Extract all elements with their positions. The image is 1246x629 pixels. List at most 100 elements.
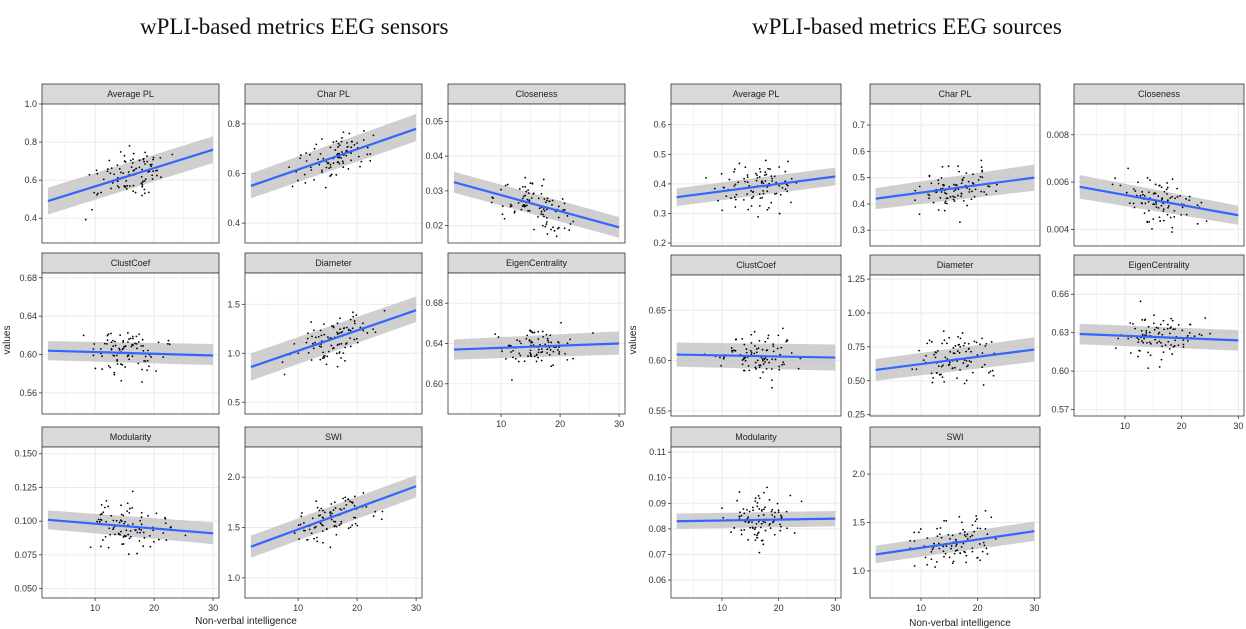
data-point — [766, 486, 768, 489]
data-point — [352, 315, 355, 318]
data-point — [935, 191, 938, 194]
data-point — [981, 352, 984, 355]
data-point — [738, 491, 741, 493]
data-point — [322, 517, 325, 519]
data-point — [793, 532, 796, 534]
data-point — [325, 166, 328, 169]
data-point — [555, 235, 558, 238]
data-point — [1174, 339, 1177, 342]
data-point — [743, 512, 746, 515]
data-point — [752, 195, 755, 198]
data-point — [777, 509, 780, 512]
data-point — [93, 191, 96, 194]
data-point — [734, 198, 737, 201]
data-point — [928, 194, 931, 197]
data-point — [513, 210, 516, 213]
data-point — [967, 364, 969, 367]
data-point — [969, 535, 972, 538]
facet-title: Char PL — [938, 89, 971, 99]
data-point — [101, 368, 104, 370]
data-point — [996, 183, 998, 186]
data-point — [124, 520, 127, 523]
data-point — [965, 379, 968, 382]
data-point — [913, 564, 916, 567]
facet-char-pl: Char PL 0.4 0.6 0.8 — [227, 83, 423, 244]
data-point — [742, 369, 745, 372]
data-point — [566, 342, 569, 345]
data-point — [132, 169, 135, 172]
data-point — [767, 337, 769, 340]
data-point — [537, 348, 540, 351]
data-point — [965, 172, 968, 175]
data-point — [757, 494, 760, 497]
data-point — [320, 345, 323, 348]
data-point — [525, 337, 528, 340]
data-point — [944, 200, 947, 203]
data-point — [968, 188, 971, 191]
facet-title: Average PL — [733, 89, 780, 99]
data-point — [748, 369, 751, 372]
data-point — [959, 368, 962, 371]
data-point — [335, 140, 338, 143]
data-point — [765, 173, 768, 176]
x-tick-label: 30 — [1029, 603, 1039, 613]
data-point — [141, 184, 144, 186]
data-point — [563, 202, 566, 205]
data-point — [963, 382, 966, 385]
data-point — [1143, 194, 1146, 197]
data-point — [932, 201, 935, 204]
data-point — [300, 512, 303, 514]
data-point — [529, 352, 531, 354]
data-point — [558, 351, 561, 353]
data-point — [909, 539, 912, 542]
data-point — [343, 327, 346, 329]
data-point — [332, 141, 335, 144]
data-point — [132, 523, 134, 525]
x-tick-label: 10 — [717, 603, 727, 613]
data-point — [112, 519, 115, 522]
x-tick-label: 20 — [555, 419, 565, 429]
facet-title: EigenCentrality — [506, 258, 568, 268]
data-point — [346, 326, 348, 329]
facet-eigencentrality: EigenCentrality 0.57 0.60 0.63 0.66 10 20 30 — [1051, 254, 1245, 431]
data-point — [102, 511, 105, 514]
data-point — [349, 526, 352, 529]
data-point — [932, 377, 935, 379]
data-point — [1152, 203, 1155, 206]
data-point — [144, 163, 146, 165]
y-tick-label: 0.3 — [653, 208, 666, 218]
data-point — [965, 360, 968, 362]
data-point — [761, 509, 763, 511]
data-point — [335, 533, 338, 536]
data-point — [88, 173, 91, 176]
data-point — [372, 328, 375, 330]
data-point — [349, 329, 352, 332]
data-point — [1111, 183, 1114, 186]
data-point — [770, 368, 773, 370]
data-point — [962, 176, 965, 179]
data-point — [1160, 204, 1163, 207]
data-point — [311, 342, 314, 345]
data-point — [169, 526, 172, 529]
data-point — [131, 355, 134, 358]
data-point — [306, 538, 309, 541]
data-point — [314, 336, 317, 339]
data-point — [937, 182, 940, 185]
data-point — [315, 525, 317, 528]
data-point — [1171, 231, 1173, 233]
panel-border — [869, 274, 1041, 417]
confidence-band — [1079, 175, 1239, 225]
data-point — [756, 359, 759, 362]
data-point — [956, 377, 958, 380]
data-point — [165, 539, 168, 542]
data-point — [340, 508, 343, 511]
facet-title: Closeness — [515, 89, 558, 99]
data-point — [980, 159, 983, 162]
data-point — [514, 357, 517, 360]
data-point — [747, 516, 750, 519]
data-point — [321, 138, 323, 140]
data-point — [117, 186, 120, 189]
data-point — [926, 563, 929, 566]
data-point — [99, 518, 102, 521]
data-point — [557, 341, 560, 344]
